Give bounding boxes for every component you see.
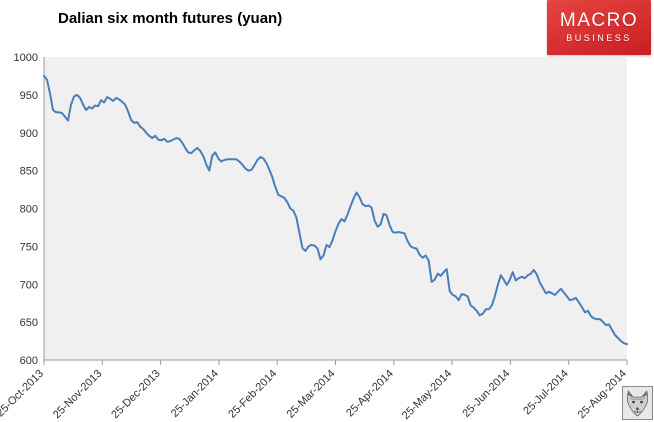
x-tick-label: 25-Nov-2013 — [51, 368, 104, 421]
y-tick-label: 750 — [20, 241, 38, 253]
plot-area — [44, 57, 627, 360]
brand-line-macro: MACRO — [559, 10, 639, 31]
chart-title: Dalian six month futures (yuan) — [58, 10, 283, 27]
y-tick-label: 600 — [20, 355, 38, 367]
x-tick-label: 25-Mar-2014 — [285, 368, 338, 421]
brand-line-business: BUSINESS — [566, 33, 632, 43]
y-tick-label: 1000 — [14, 52, 38, 64]
wolf-icon — [626, 390, 649, 417]
x-tick-label: 25-Jul-2014 — [521, 368, 571, 418]
y-tick-label: 900 — [20, 128, 38, 140]
x-tick-label: 25-Dec-2013 — [109, 368, 162, 421]
x-tick-label: 25-May-2014 — [400, 368, 454, 422]
x-tick-label: 25-Jan-2014 — [169, 368, 221, 420]
macrobusiness-logo: MACRO BUSINESS — [547, 0, 651, 55]
y-tick-label: 800 — [20, 204, 38, 216]
x-tick-label: 25-Apr-2014 — [344, 368, 396, 420]
y-tick-label: 950 — [20, 90, 38, 102]
y-tick-label: 850 — [20, 166, 38, 178]
x-tick-label: 25-Oct-2013 — [0, 368, 46, 420]
futures-price-line — [43, 74, 628, 346]
wolf-mascot-logo — [622, 386, 653, 420]
y-tick-label: 650 — [20, 317, 38, 329]
x-tick-label: 25-Jun-2014 — [460, 368, 512, 420]
x-tick-label: 25-Feb-2014 — [226, 368, 279, 421]
y-tick-label: 700 — [20, 279, 38, 291]
